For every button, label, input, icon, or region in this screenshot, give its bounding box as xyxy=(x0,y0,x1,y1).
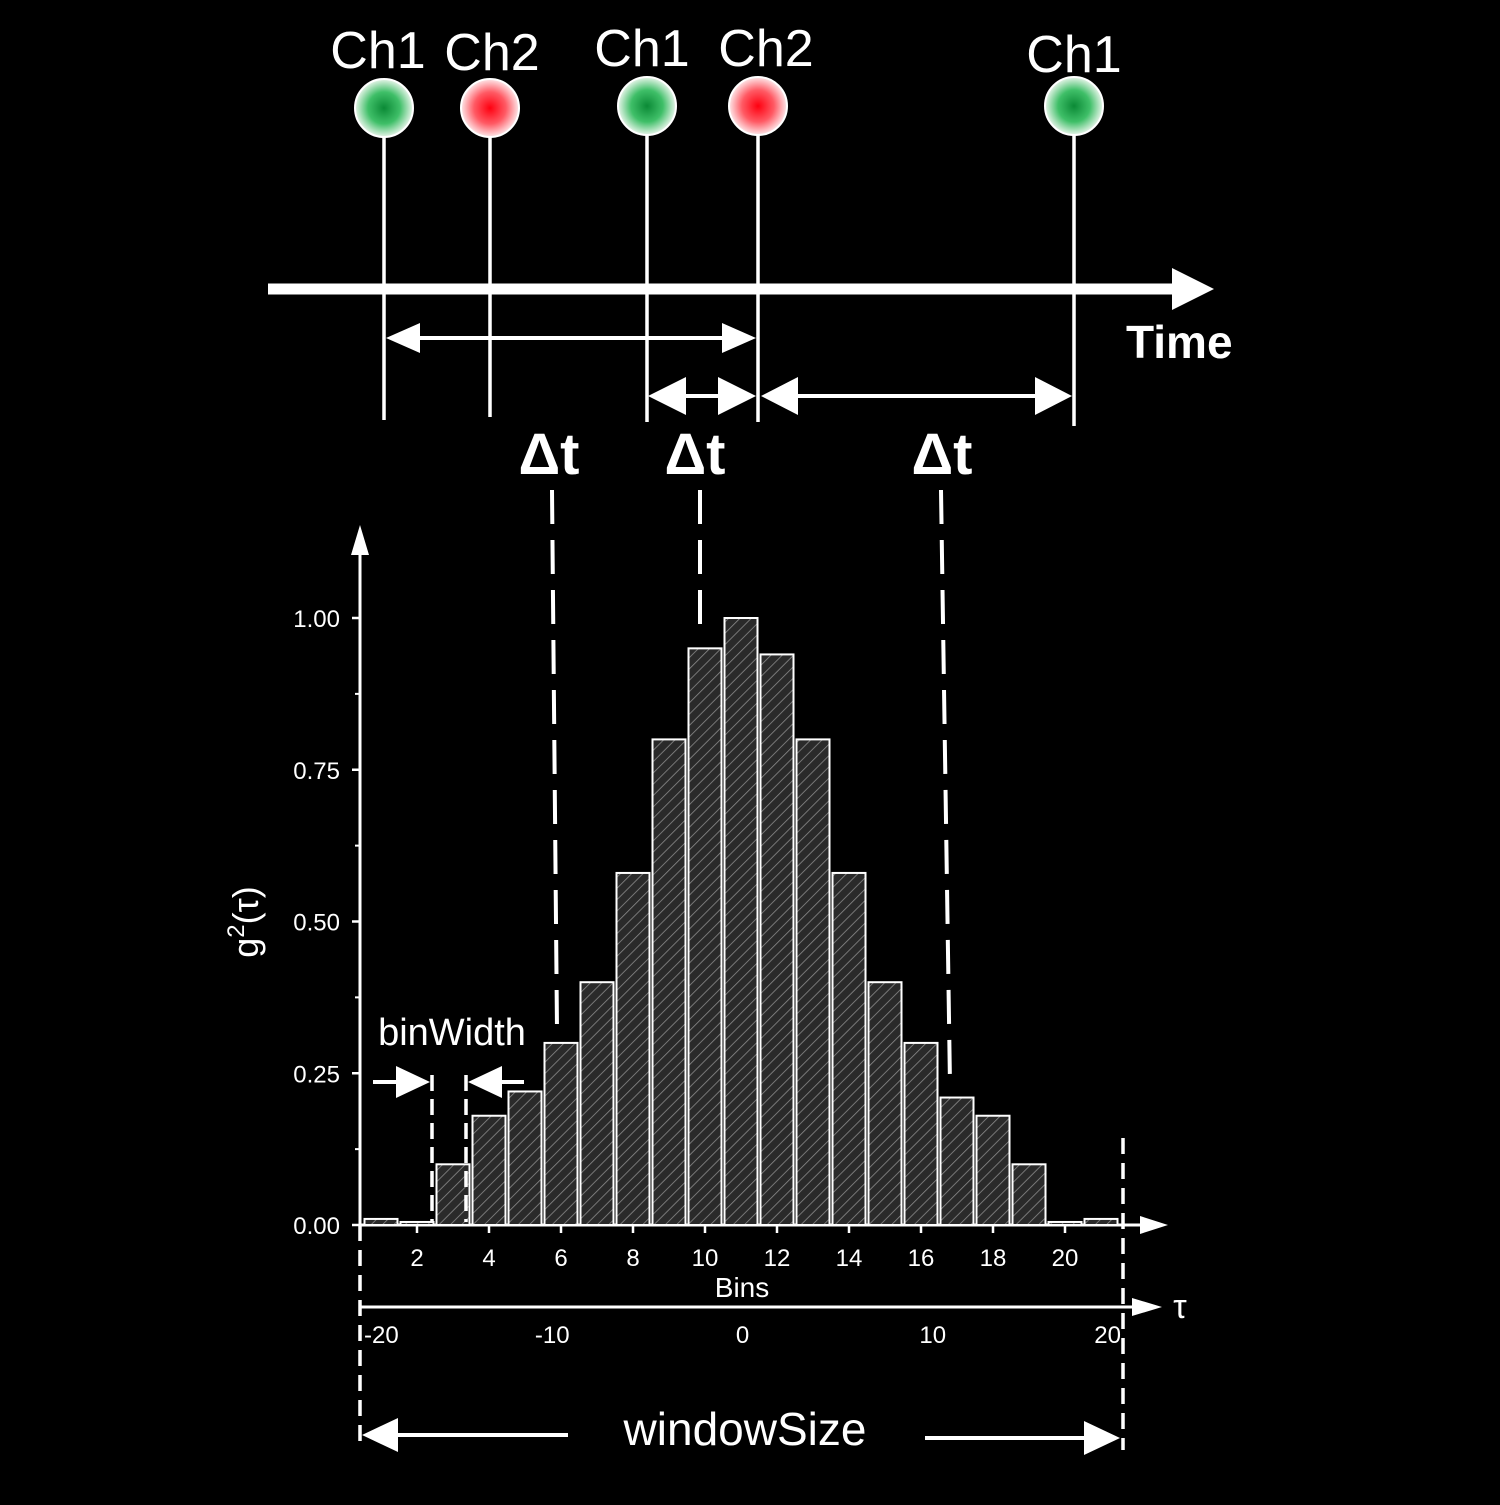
x-tick-label: 18 xyxy=(980,1245,1007,1272)
time-axis-arrowhead xyxy=(1172,268,1214,310)
delta-arrow-1 xyxy=(386,323,756,353)
tau-tick-label: 0 xyxy=(736,1322,749,1349)
tau-axis-arrowhead xyxy=(1132,1298,1162,1316)
event-label: Ch2 xyxy=(444,24,539,82)
x-tick-label: 4 xyxy=(482,1245,495,1272)
histogram-bar xyxy=(831,871,867,1226)
x-ticks-group: 2 4 6 8 10 12 14 16 18 20 xyxy=(410,1225,1078,1272)
histogram-bar xyxy=(651,738,687,1227)
time-axis-label: Time xyxy=(1126,316,1233,368)
y-tick-label: 0.25 xyxy=(293,1061,340,1088)
histogram-bar xyxy=(903,1041,939,1227)
tau-tick-label: 10 xyxy=(919,1322,946,1349)
window-size-arrow-left-head xyxy=(362,1418,398,1452)
event-label: Ch2 xyxy=(718,20,813,78)
histogram-bar xyxy=(615,871,651,1226)
y-label-superscript: 2 xyxy=(223,924,250,937)
event-ch1-1: Ch1 xyxy=(330,22,426,420)
g2-histogram: 0.000.250.500.751.00 2 4 6 8 10 12 14 16 18 20 Bi… xyxy=(223,525,1187,1455)
delta-t-label-1: Δt xyxy=(518,422,579,487)
histogram-bar xyxy=(579,981,615,1227)
event-ch2-2: Ch2 xyxy=(718,20,814,422)
histogram-bar xyxy=(1083,1217,1119,1227)
histogram-bar xyxy=(867,981,903,1227)
timeline: Time Ch1 Ch2 Ch1 Ch2 Ch1 xyxy=(268,20,1233,1086)
event-label: Ch1 xyxy=(594,20,689,78)
histogram-bar xyxy=(687,647,723,1226)
window-size-arrow-right-head xyxy=(1084,1421,1120,1455)
delta-drop-line-3 xyxy=(939,489,952,1086)
histogram-bar xyxy=(939,1096,975,1227)
histogram-bar xyxy=(507,1090,543,1226)
y-tick-label: 1.00 xyxy=(293,606,340,633)
x-tick-label: 20 xyxy=(1052,1245,1079,1272)
tau-tick-label: 20 xyxy=(1094,1322,1121,1349)
y-ticks-group: 0.00 0.25 0.50 0.75 1.00 xyxy=(293,606,360,1240)
y-axis-label: g2(τ) xyxy=(223,886,266,958)
histogram-bar xyxy=(363,1217,399,1227)
x-tick-label: 12 xyxy=(764,1245,791,1272)
histogram-bar xyxy=(795,738,831,1227)
histogram-bar xyxy=(723,617,759,1226)
ch2-marker-icon xyxy=(728,76,788,136)
histogram-bar xyxy=(1047,1220,1083,1226)
delta-arrow-2 xyxy=(648,377,756,415)
x-tick-label: 16 xyxy=(908,1245,935,1272)
x-axis-label: Bins xyxy=(715,1272,769,1303)
x-tick-label: 14 xyxy=(836,1245,863,1272)
x-tick-label: 10 xyxy=(692,1245,719,1272)
histogram-bar xyxy=(1011,1163,1047,1227)
x-tick-label: 2 xyxy=(410,1245,423,1272)
ch1-marker-icon xyxy=(354,78,414,138)
delta-t-label-3: Δt xyxy=(911,422,972,487)
bin-width-arrow-right-head xyxy=(468,1066,502,1098)
window-size-label: windowSize xyxy=(623,1403,867,1455)
y-tick-label: 0.00 xyxy=(293,1213,340,1240)
histogram-bar xyxy=(543,1041,579,1227)
y-tick-label: 0.75 xyxy=(293,758,340,785)
tau-tick-label: -10 xyxy=(535,1322,570,1349)
histogram-bar xyxy=(471,1114,507,1226)
event-label: Ch1 xyxy=(330,22,425,80)
bin-width-arrow-left-head xyxy=(396,1066,430,1098)
histogram-bar xyxy=(975,1114,1011,1226)
bin-width-label: binWidth xyxy=(378,1012,526,1054)
y-label-base: g xyxy=(225,938,266,958)
event-ch2-1: Ch2 xyxy=(444,24,540,417)
ch2-marker-icon xyxy=(460,78,520,138)
histogram-bar xyxy=(759,653,795,1226)
delta-arrow-3 xyxy=(761,377,1072,415)
tau-axis-label: τ xyxy=(1173,1288,1187,1326)
delta-t-label-2: Δt xyxy=(664,422,725,487)
y-tick-label: 0.50 xyxy=(293,910,340,937)
y-axis-arrowhead xyxy=(351,525,369,555)
x-tick-label: 6 xyxy=(554,1245,567,1272)
histogram-bar xyxy=(435,1163,471,1227)
event-label: Ch1 xyxy=(1026,26,1121,84)
x-tick-label: 8 xyxy=(626,1245,639,1272)
event-ch1-2: Ch1 xyxy=(594,20,690,422)
tau-tick-label: -20 xyxy=(364,1322,399,1349)
delta-drop-line-1 xyxy=(550,489,559,1031)
y-label-argument: (τ) xyxy=(225,886,266,924)
ch1-marker-icon xyxy=(617,76,677,136)
bars-group xyxy=(363,617,1119,1227)
ch1-marker-icon xyxy=(1044,76,1104,136)
tau-ticks-group: -20 -10 0 10 20 xyxy=(364,1322,1121,1349)
x-axis-arrowhead xyxy=(1140,1216,1168,1234)
event-ch1-3: Ch1 xyxy=(1026,26,1122,426)
histogram-bar xyxy=(399,1220,435,1226)
